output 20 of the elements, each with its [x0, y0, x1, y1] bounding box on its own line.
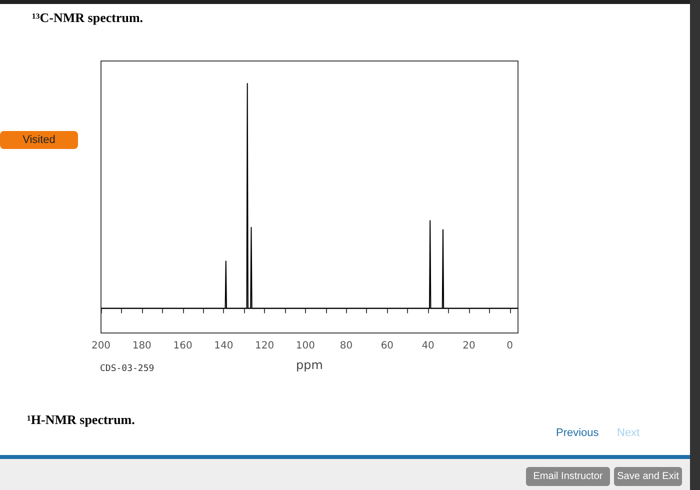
x-tick-label: 80: [340, 340, 353, 352]
text: CDS-03-259: [100, 364, 154, 374]
x-tick-label: 120: [254, 340, 274, 352]
text: Email Instructor: [526, 467, 610, 486]
x-tick-label: 20: [462, 340, 476, 352]
text: Next: [617, 427, 640, 439]
text: Visited: [0, 131, 78, 149]
x-axis-title: ppm: [296, 358, 323, 372]
x-tick-label: 60: [380, 340, 394, 352]
text: Previous: [556, 427, 599, 439]
x-tick-label: 160: [173, 340, 192, 352]
x-tick-label: 200: [91, 340, 111, 352]
text: ¹H-NMR spectrum.: [27, 412, 135, 428]
x-tick-label: 180: [132, 340, 152, 352]
x-tick-label: 140: [214, 340, 234, 352]
x-tick-label: 0: [506, 340, 514, 352]
x-tick-label: 100: [296, 340, 315, 352]
x-tick-label: 40: [422, 340, 434, 352]
chart-title: ¹³C-NMR spectrum.: [32, 10, 144, 25]
text: Save and Exit: [614, 467, 682, 486]
